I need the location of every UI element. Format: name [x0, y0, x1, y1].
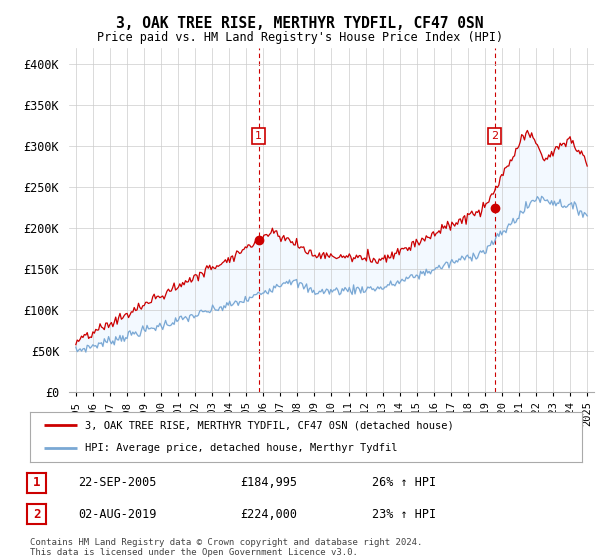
- Text: 3, OAK TREE RISE, MERTHYR TYDFIL, CF47 0SN (detached house): 3, OAK TREE RISE, MERTHYR TYDFIL, CF47 0…: [85, 420, 454, 430]
- Text: 2: 2: [491, 131, 499, 141]
- Text: Contains HM Land Registry data © Crown copyright and database right 2024.
This d: Contains HM Land Registry data © Crown c…: [30, 538, 422, 557]
- Text: 02-AUG-2019: 02-AUG-2019: [78, 507, 157, 521]
- Text: Price paid vs. HM Land Registry's House Price Index (HPI): Price paid vs. HM Land Registry's House …: [97, 31, 503, 44]
- Text: HPI: Average price, detached house, Merthyr Tydfil: HPI: Average price, detached house, Mert…: [85, 444, 398, 454]
- Text: 23% ↑ HPI: 23% ↑ HPI: [372, 507, 436, 521]
- Text: £184,995: £184,995: [240, 476, 297, 489]
- Text: 2: 2: [33, 507, 40, 521]
- Text: 22-SEP-2005: 22-SEP-2005: [78, 476, 157, 489]
- Text: 1: 1: [33, 476, 40, 489]
- Text: 1: 1: [255, 131, 262, 141]
- Text: £224,000: £224,000: [240, 507, 297, 521]
- Text: 3, OAK TREE RISE, MERTHYR TYDFIL, CF47 0SN: 3, OAK TREE RISE, MERTHYR TYDFIL, CF47 0…: [116, 16, 484, 31]
- Text: 26% ↑ HPI: 26% ↑ HPI: [372, 476, 436, 489]
